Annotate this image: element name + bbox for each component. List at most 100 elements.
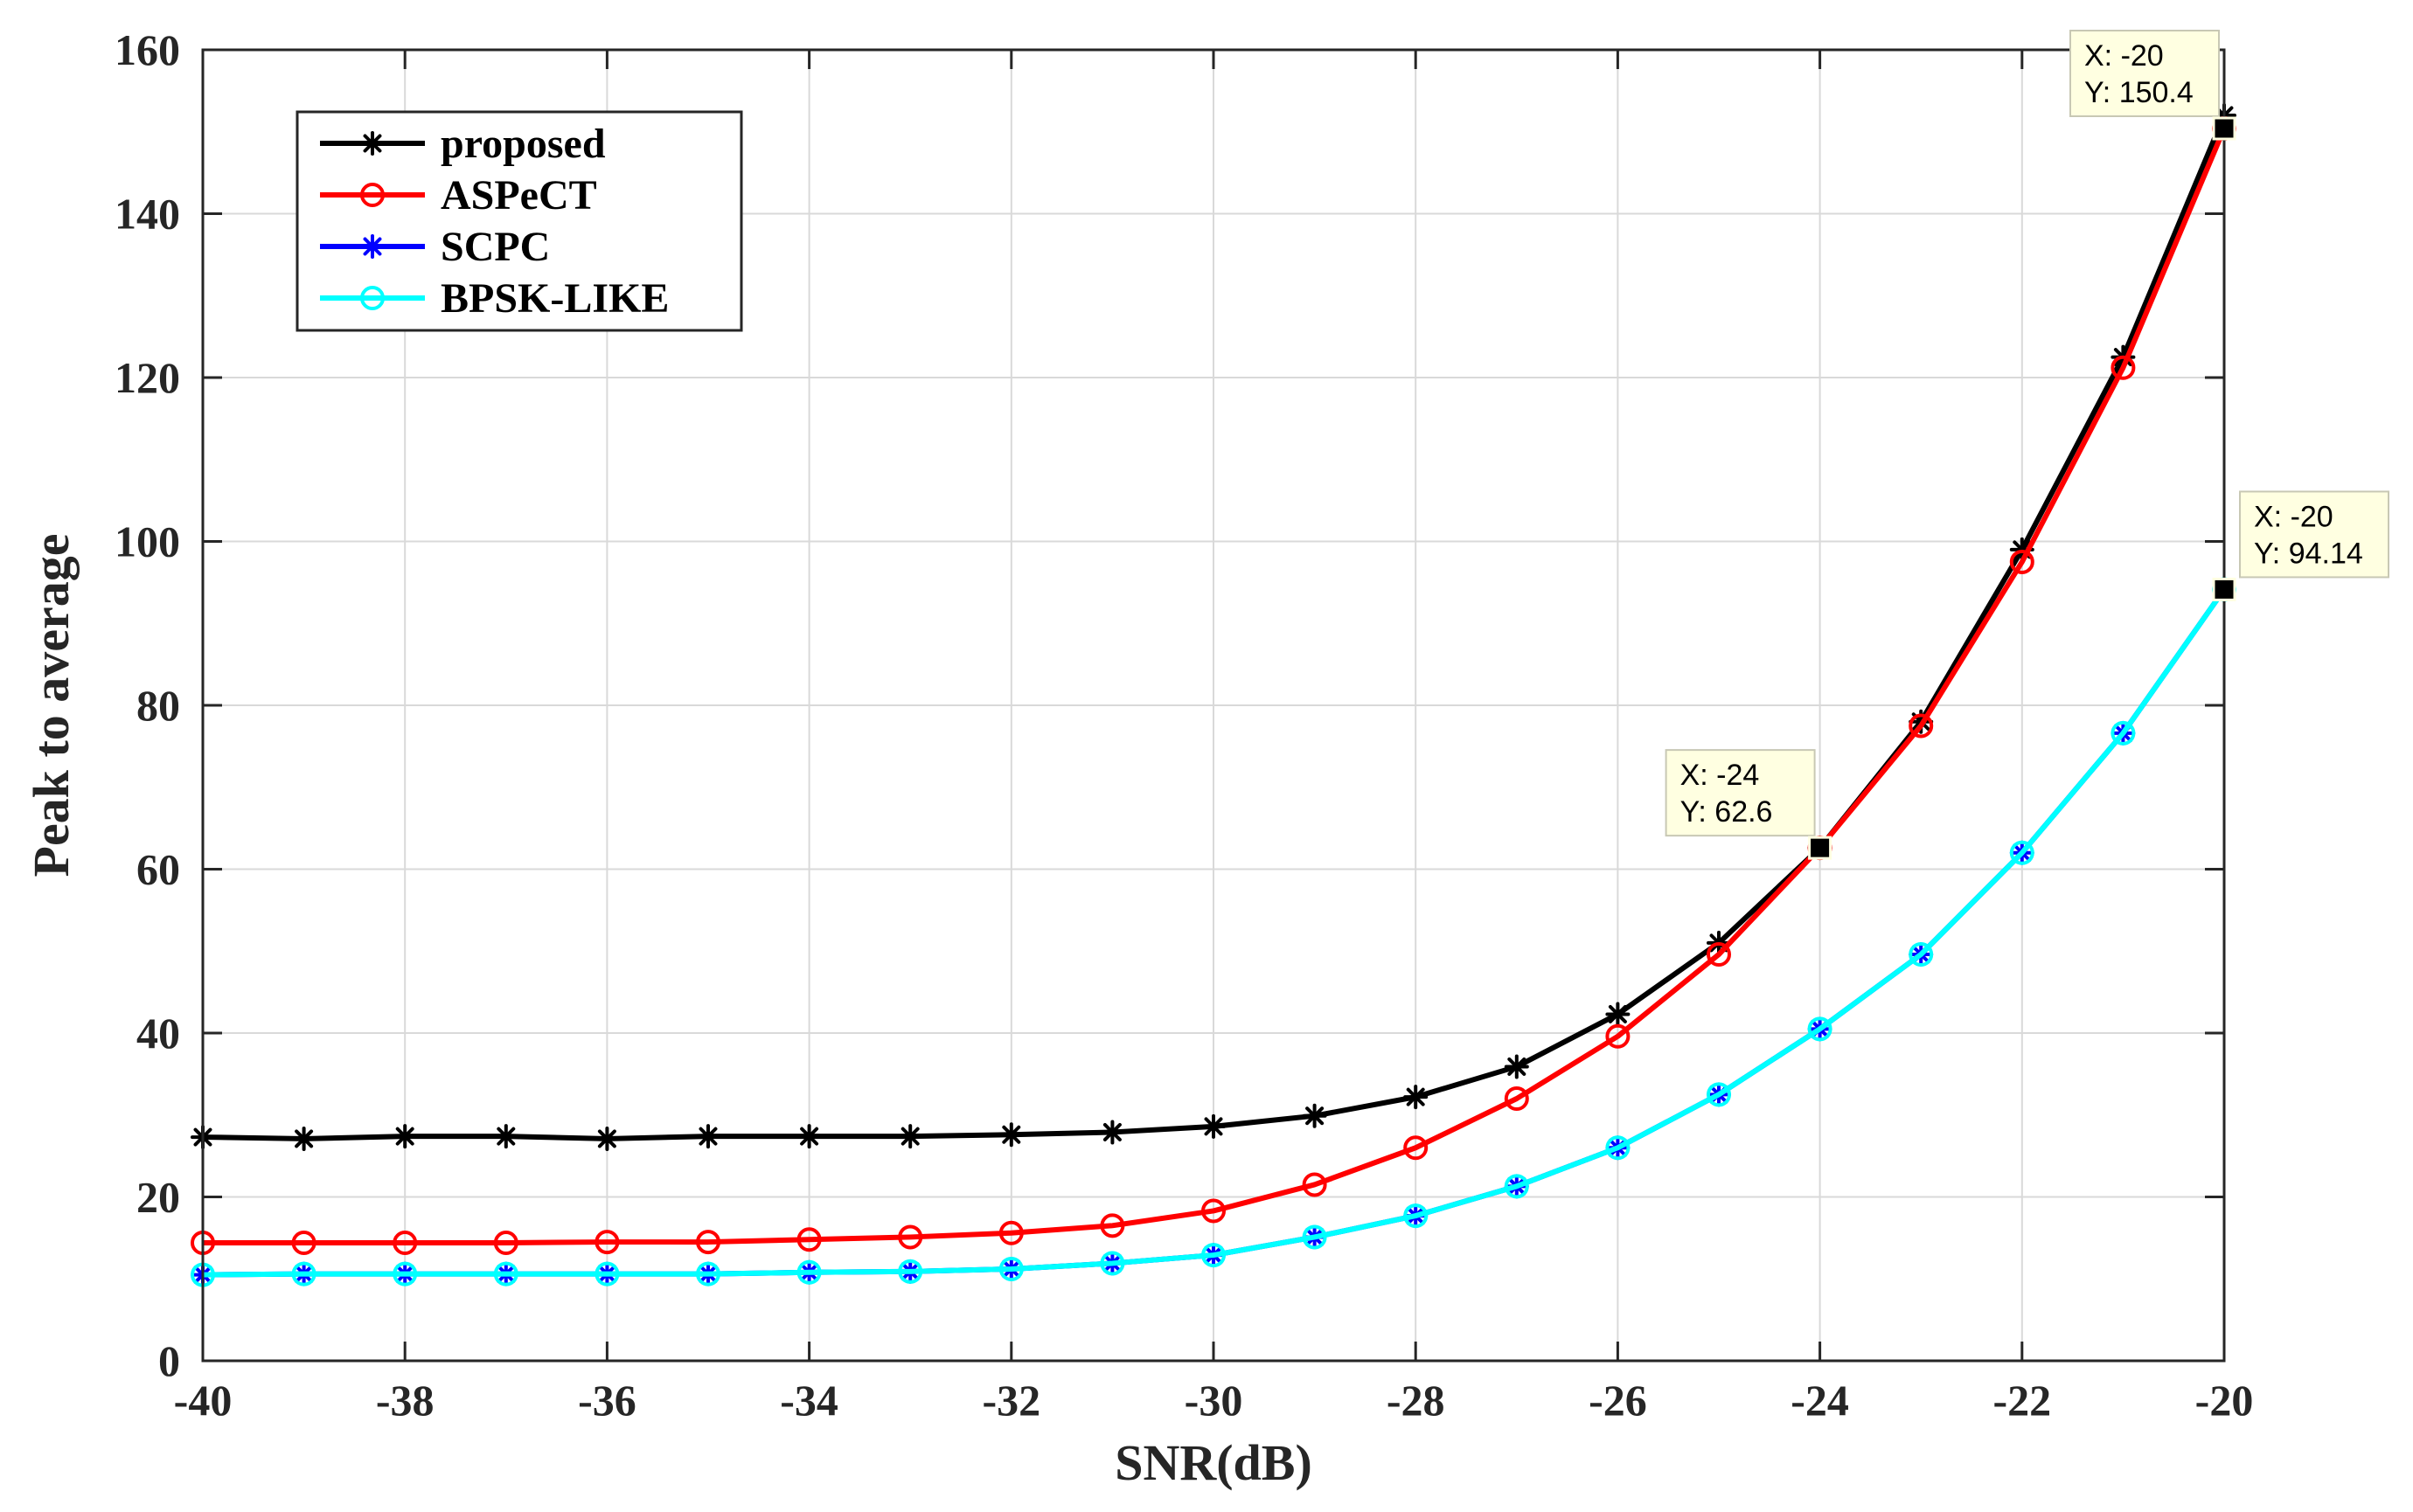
series-line — [202, 587, 2227, 1278]
legend: proposed ASPeCT SCPC BPSK-LIKE — [296, 110, 743, 332]
data-point — [1707, 1082, 1731, 1107]
legend-item: proposed — [320, 121, 606, 167]
data-point — [696, 1230, 720, 1255]
data-point — [696, 1124, 720, 1149]
data-point — [393, 1124, 418, 1149]
datatip-x: X: -20 — [2084, 39, 2164, 73]
y-tick-label: 40 — [136, 1009, 180, 1058]
x-tick-label: -24 — [1791, 1376, 1849, 1425]
x-tick-label: -22 — [1992, 1376, 2051, 1425]
data-point — [898, 1124, 923, 1149]
data-point — [1504, 1054, 1529, 1079]
y-tick-label: 60 — [136, 845, 180, 894]
data-point — [291, 1231, 316, 1255]
datatip-y: Y: 94.14 — [2254, 537, 2363, 570]
datatip-x: X: -20 — [2254, 500, 2333, 533]
data-point — [998, 1257, 1024, 1281]
data-point — [796, 1227, 822, 1252]
datatip-box — [1665, 749, 1816, 837]
data-point — [1403, 1085, 1429, 1110]
data-point — [1302, 1224, 1327, 1250]
data-point — [493, 1124, 518, 1149]
legend-item: ASPeCT — [320, 172, 597, 218]
data-point — [1707, 942, 1731, 967]
datatip-x: X: -24 — [1680, 759, 1760, 792]
data-point — [595, 1230, 620, 1255]
data-point — [291, 1261, 316, 1287]
data-point — [1403, 1203, 1429, 1229]
legend-item: BPSK-LIKE — [320, 275, 669, 322]
data-point — [1909, 942, 1934, 967]
data-point — [1302, 1103, 1327, 1128]
data-point — [1302, 1172, 1327, 1197]
data-point — [595, 1126, 620, 1151]
grid — [203, 50, 2224, 1361]
legend-marker — [360, 234, 385, 259]
y-tick-label: 160 — [115, 25, 180, 74]
data-point — [1201, 1243, 1226, 1268]
data-point — [696, 1261, 720, 1287]
x-axis-label: SNR(dB) — [1115, 1434, 1312, 1491]
data-point — [1807, 1016, 1832, 1042]
series-layer — [191, 103, 2236, 1287]
x-tick-label: -34 — [780, 1376, 838, 1425]
data-point — [1605, 1002, 1631, 1027]
y-tick-label: 80 — [136, 681, 180, 730]
legend-label: proposed — [441, 121, 606, 167]
data-point — [1504, 1174, 1529, 1199]
legend-marker — [360, 131, 385, 156]
y-tick-label: 100 — [115, 517, 180, 566]
data-point — [898, 1224, 923, 1250]
legend-label: BPSK-LIKE — [441, 275, 669, 322]
datatip-y: Y: 150.4 — [2084, 76, 2194, 109]
data-point — [493, 1231, 518, 1255]
data-point — [998, 1220, 1024, 1245]
data-point — [796, 1124, 822, 1149]
datatip-y: Y: 62.6 — [1680, 795, 1773, 829]
data-point — [898, 1259, 923, 1284]
data-point — [2111, 720, 2136, 746]
x-tick-label: -20 — [2195, 1376, 2254, 1425]
x-tick-label: -30 — [1185, 1376, 1243, 1425]
datatip: X: -20Y: 150.4 — [2069, 30, 2236, 141]
data-point — [1403, 1135, 1429, 1161]
data-point — [1605, 1135, 1631, 1161]
x-tick-label: -28 — [1387, 1376, 1445, 1425]
data-point — [1504, 1086, 1529, 1111]
data-point — [2009, 549, 2034, 574]
legend-label: ASPeCT — [441, 172, 597, 218]
data-point — [796, 1259, 822, 1285]
legend-item: SCPC — [320, 224, 550, 270]
data-point — [1100, 1251, 1125, 1276]
x-tick-label: -38 — [376, 1376, 435, 1425]
data-point — [1100, 1120, 1125, 1145]
x-tick-label: -40 — [174, 1376, 233, 1425]
y-tick-label: 120 — [115, 353, 180, 402]
y-tick-label: 20 — [136, 1173, 180, 1222]
datatip-marker — [2212, 577, 2236, 601]
data-point — [1605, 1023, 1631, 1049]
datatip-box — [2069, 30, 2220, 117]
data-point — [1100, 1213, 1125, 1238]
y-tick-label: 140 — [115, 190, 180, 239]
datatips: X: -20Y: 150.4X: -24Y: 62.6X: -20Y: 94.1… — [1665, 30, 2389, 860]
data-point — [2111, 355, 2136, 380]
x-tick-label: -26 — [1589, 1376, 1647, 1425]
datatip-marker — [1808, 836, 1832, 860]
y-axis-label: Peak to average — [23, 534, 80, 877]
datatip-marker — [2212, 116, 2236, 141]
data-point — [393, 1261, 418, 1287]
datatip: X: -20 Y: 94.14 — [2212, 490, 2389, 601]
data-point — [595, 1261, 620, 1287]
legend-marker — [360, 286, 385, 310]
data-point — [291, 1126, 316, 1151]
data-point — [1909, 713, 1934, 739]
data-point — [493, 1261, 518, 1287]
x-tick-label: -36 — [578, 1376, 636, 1425]
data-point — [1201, 1198, 1226, 1224]
x-tick-label: -32 — [982, 1376, 1040, 1425]
series-line — [203, 127, 2227, 1245]
legend-marker — [360, 183, 385, 207]
data-point — [1201, 1113, 1226, 1139]
